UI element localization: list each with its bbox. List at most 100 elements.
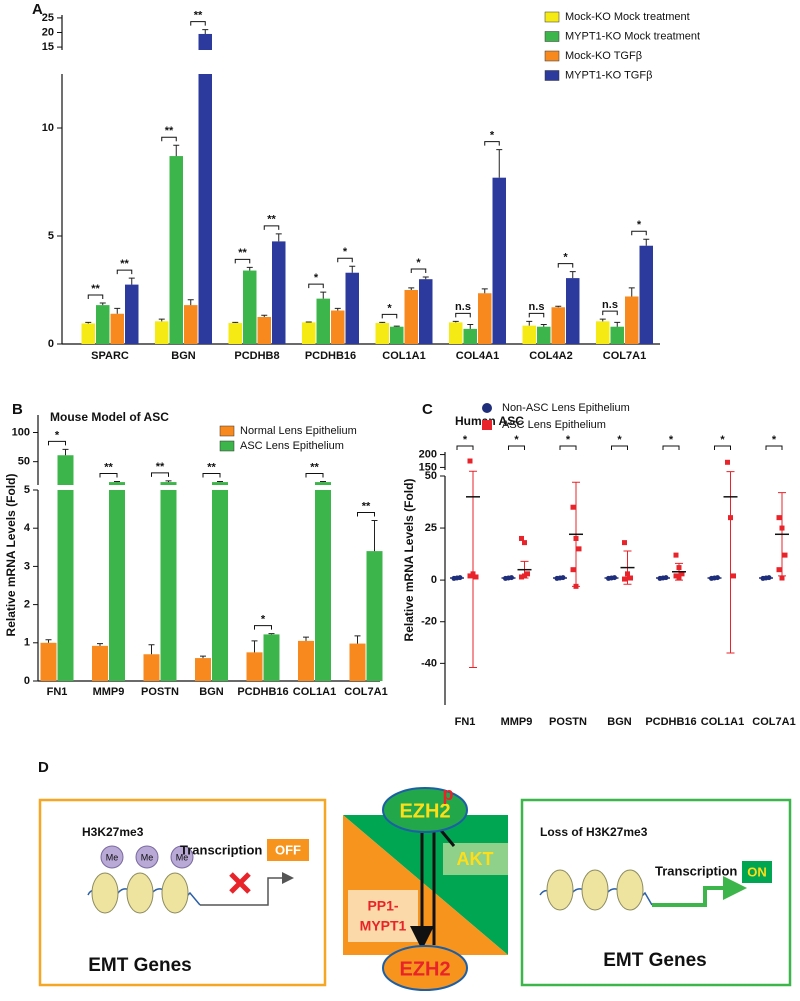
ezh2-node bbox=[382, 945, 468, 991]
point bbox=[776, 567, 782, 573]
point bbox=[467, 573, 473, 579]
x-tick-label: BGN bbox=[171, 350, 196, 362]
methyl-label: Me bbox=[106, 852, 119, 862]
significance-label: * bbox=[55, 429, 60, 441]
error-bar bbox=[200, 655, 206, 659]
significance-label: n.s bbox=[455, 301, 471, 313]
bar bbox=[419, 279, 433, 344]
significance-label: ** bbox=[104, 461, 113, 473]
bar bbox=[625, 296, 639, 344]
significance-bracket bbox=[305, 473, 324, 478]
panel-label: B bbox=[12, 401, 23, 418]
bar bbox=[366, 551, 383, 681]
bar bbox=[390, 326, 404, 344]
significance-bracket bbox=[381, 313, 398, 319]
legend-swatch bbox=[219, 440, 235, 452]
y-tick-label: 5 bbox=[48, 230, 54, 242]
significance-label: ** bbox=[91, 283, 100, 295]
error-bar bbox=[232, 321, 239, 324]
error-bar bbox=[569, 271, 576, 279]
bar bbox=[92, 645, 108, 681]
point bbox=[673, 573, 679, 579]
x-tick-label: BGN bbox=[607, 716, 632, 728]
significance-label: ** bbox=[156, 461, 165, 473]
significance-label: * bbox=[514, 434, 519, 446]
error-bar bbox=[320, 481, 326, 483]
arrow bbox=[652, 876, 747, 907]
bar bbox=[478, 293, 492, 344]
point bbox=[570, 567, 576, 573]
error-bar bbox=[97, 643, 103, 646]
error-bar bbox=[217, 481, 223, 483]
bar bbox=[263, 634, 280, 681]
significance-bracket bbox=[202, 473, 221, 478]
significance-bracket bbox=[455, 312, 471, 318]
y-tick-label: 25 bbox=[42, 12, 54, 24]
bar bbox=[537, 326, 551, 344]
legend-swatch bbox=[544, 11, 560, 23]
significance-bracket bbox=[161, 136, 177, 142]
significance-label: * bbox=[261, 614, 266, 626]
legend-label: Non-ASC Lens Epithelium bbox=[502, 402, 630, 414]
nucleosome bbox=[581, 869, 609, 911]
significance-bracket bbox=[357, 512, 375, 517]
error-bar bbox=[371, 520, 378, 552]
significance-label: * bbox=[772, 434, 777, 446]
error-bar bbox=[320, 291, 327, 299]
mark-label: H3K27me3 bbox=[82, 825, 144, 839]
bar bbox=[596, 321, 610, 344]
significance-bracket bbox=[456, 445, 474, 450]
significance-label: ** bbox=[310, 461, 319, 473]
point bbox=[570, 504, 576, 510]
bar bbox=[110, 313, 124, 344]
point bbox=[725, 459, 730, 465]
x-tick-label: COL7A1 bbox=[344, 686, 387, 698]
error-bar bbox=[599, 318, 606, 322]
nucleosome bbox=[616, 869, 644, 911]
point bbox=[679, 571, 685, 577]
ezh2-label: EZH2 bbox=[399, 800, 450, 822]
significance-bracket bbox=[602, 310, 618, 316]
significance-label: n.s bbox=[529, 301, 545, 313]
y-tick-label: -40 bbox=[421, 657, 437, 669]
bar bbox=[349, 643, 366, 681]
bar bbox=[566, 278, 580, 344]
point bbox=[622, 576, 627, 582]
bar bbox=[228, 323, 242, 344]
significance-bracket bbox=[190, 21, 206, 26]
significance-label: ** bbox=[362, 500, 371, 512]
error-bar bbox=[349, 265, 356, 273]
significance-label: * bbox=[720, 434, 725, 446]
axis-break bbox=[37, 485, 381, 490]
bar bbox=[449, 322, 463, 344]
significance-bracket bbox=[116, 269, 133, 275]
nucleosome bbox=[161, 872, 189, 914]
methyl-label: Me bbox=[141, 852, 154, 862]
x-tick-label: PCDHB16 bbox=[237, 686, 288, 698]
legend-swatch bbox=[219, 425, 235, 437]
nucleosome bbox=[546, 869, 574, 911]
legend-swatch bbox=[544, 31, 560, 42]
significance-bracket bbox=[263, 225, 280, 230]
bar bbox=[298, 640, 314, 681]
phospho-label: p bbox=[443, 784, 454, 804]
arrow bbox=[200, 872, 294, 906]
x-tick-label: COL1A1 bbox=[293, 686, 336, 698]
y-tick-label: 5 bbox=[24, 484, 30, 496]
ezh2-node bbox=[382, 787, 468, 833]
error-bar bbox=[643, 238, 650, 246]
significance-bracket bbox=[48, 440, 66, 446]
bar bbox=[195, 658, 211, 681]
point bbox=[522, 540, 527, 546]
y-axis-label: Relative mRNA Levels (Fold) bbox=[402, 479, 416, 642]
legend-label: MYPT1-KO TGFβ bbox=[565, 69, 652, 81]
error-bar bbox=[354, 635, 361, 644]
error-bar bbox=[393, 325, 400, 327]
x-tick-label: COL1A1 bbox=[701, 716, 744, 728]
y-tick-label: 20 bbox=[42, 26, 54, 38]
axis-break bbox=[61, 50, 661, 74]
significance-label: * bbox=[387, 302, 392, 314]
panel-label: C bbox=[422, 401, 433, 418]
block-x bbox=[229, 872, 251, 894]
